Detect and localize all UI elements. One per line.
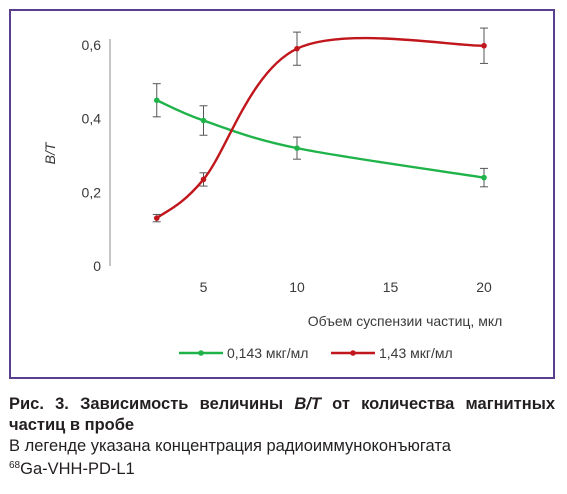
data-point [294, 45, 300, 52]
y-tick-label: 0 [93, 258, 101, 274]
data-point [153, 215, 160, 221]
line-chart: 0 0,2 0,4 0,6 5 10 15 20 B/T Объем суспензии част… [42, 27, 503, 361]
caption-title: Рис. 3. Зависимость величины B/T от коли… [9, 394, 555, 436]
caption-note-compound: 68Ga-VHH-PD-L1 [9, 456, 555, 479]
caption-note-compound-name: Ga-VHH-PD-L1 [20, 460, 135, 478]
caption-title-italic: B/T [294, 395, 321, 413]
data-point [153, 97, 160, 104]
data-point [481, 42, 487, 49]
y-tick-label: 0,6 [82, 37, 102, 53]
caption-title-suffix: от количества магнитных частиц в пробе [9, 395, 555, 434]
caption-title-prefix: Рис. 3. Зависимость величины [9, 395, 295, 413]
caption-note: В легенде указана концентрация радиоимму… [9, 437, 451, 455]
x-axis-title: Объем суспензии частиц, мкл [308, 313, 503, 329]
series-line-2 [155, 36, 485, 220]
series-line-1 [156, 99, 485, 179]
legend-label-2: 1,43 мкг/мл [379, 345, 453, 361]
y-axis-title: B/T [42, 141, 58, 164]
data-point [200, 117, 207, 124]
data-point [294, 145, 300, 151]
caption-note-superscript: 68 [9, 460, 21, 471]
data-point [481, 174, 487, 181]
data-point [200, 176, 207, 183]
x-tick-label: 10 [289, 279, 305, 295]
figure-caption: Рис. 3. Зависимость величины B/T от коли… [9, 394, 555, 479]
x-tick-label: 15 [383, 279, 399, 295]
chart-frame: 0 0,2 0,4 0,6 5 10 15 20 B/T Объем суспензии част… [9, 9, 555, 379]
legend-label-1: 0,143 мкг/мл [227, 345, 308, 361]
x-tick-label: 5 [200, 279, 208, 295]
x-tick-label: 20 [476, 279, 492, 295]
y-tick-label: 0,2 [82, 184, 102, 200]
y-tick-label: 0,4 [82, 111, 102, 127]
legend-marker-1 [198, 350, 204, 356]
legend-marker-2 [350, 350, 356, 356]
